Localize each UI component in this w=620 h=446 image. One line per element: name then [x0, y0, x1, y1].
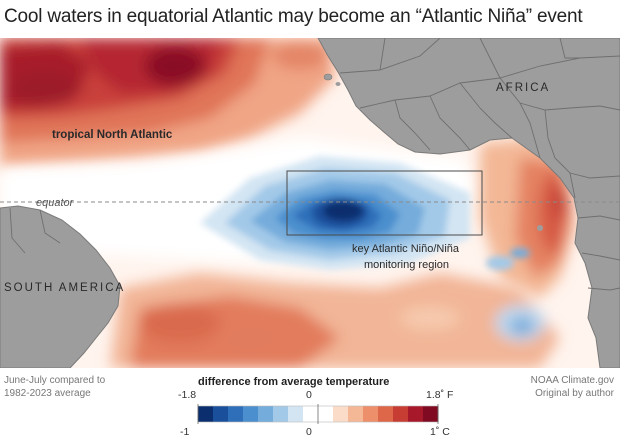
legend-swatch: [213, 406, 229, 422]
footer-note-line2: 1982-2023 average: [4, 388, 91, 399]
legend-swatch: [363, 406, 379, 422]
legend-swatch: [408, 406, 424, 422]
legend-swatch: [303, 406, 319, 422]
legend-swatch: [288, 406, 304, 422]
south-america-label: SOUTH AMERICA: [4, 282, 125, 294]
legend-swatch: [423, 406, 439, 422]
map-title: Cool waters in equatorial Atlantic may b…: [4, 6, 583, 27]
africa-landmass: [317, 38, 620, 368]
footer-note-line1: June-July compared to: [4, 375, 106, 386]
credit-line2: Original by author: [535, 388, 614, 399]
temperature-anomaly-field: [0, 38, 575, 368]
legend-c-max: 1˚ C: [430, 426, 450, 438]
legend-swatch: [273, 406, 289, 422]
sea-surface-temperature-map: tropical North Atlantic equator AFRICA S…: [0, 38, 620, 368]
legend-color-bar: [197, 404, 439, 424]
footer-note: June-July compared to 1982-2023 average: [4, 374, 105, 400]
credit: NOAA Climate.gov Original by author: [531, 374, 614, 400]
region-label-line1: key Atlantic Niño/Niña: [352, 243, 460, 255]
island: [335, 82, 341, 86]
legend-swatch: [243, 406, 259, 422]
legend-title: difference from average temperature: [198, 376, 390, 388]
region-label-line2: monitoring region: [364, 259, 449, 271]
island: [323, 73, 333, 81]
equator-label: equator: [36, 197, 75, 209]
color-legend: -1.8 0 1.8˚ F -1 0 1˚ C: [178, 389, 454, 442]
legend-swatch: [348, 406, 364, 422]
legend-swatch: [258, 406, 274, 422]
south-america-landmass: [0, 205, 121, 368]
monitoring-region-box: [286, 170, 483, 236]
north-atlantic-label: tropical North Atlantic: [52, 129, 173, 141]
legend-c-mid: 0: [306, 426, 312, 438]
island: [537, 225, 543, 231]
legend-f-max: 1.8˚ F: [426, 389, 454, 401]
africa-label: AFRICA: [496, 82, 550, 94]
credit-line1: NOAA Climate.gov: [530, 375, 614, 386]
legend-c-min: -1: [180, 426, 190, 438]
legend-swatch: [393, 406, 409, 422]
legend-swatch: [228, 406, 244, 422]
legend-swatch: [198, 406, 214, 422]
legend-swatch: [318, 406, 334, 422]
legend-f-min: -1.8: [178, 389, 197, 401]
legend-swatch: [378, 406, 394, 422]
legend-swatch: [333, 406, 349, 422]
legend-f-mid: 0: [306, 389, 312, 401]
